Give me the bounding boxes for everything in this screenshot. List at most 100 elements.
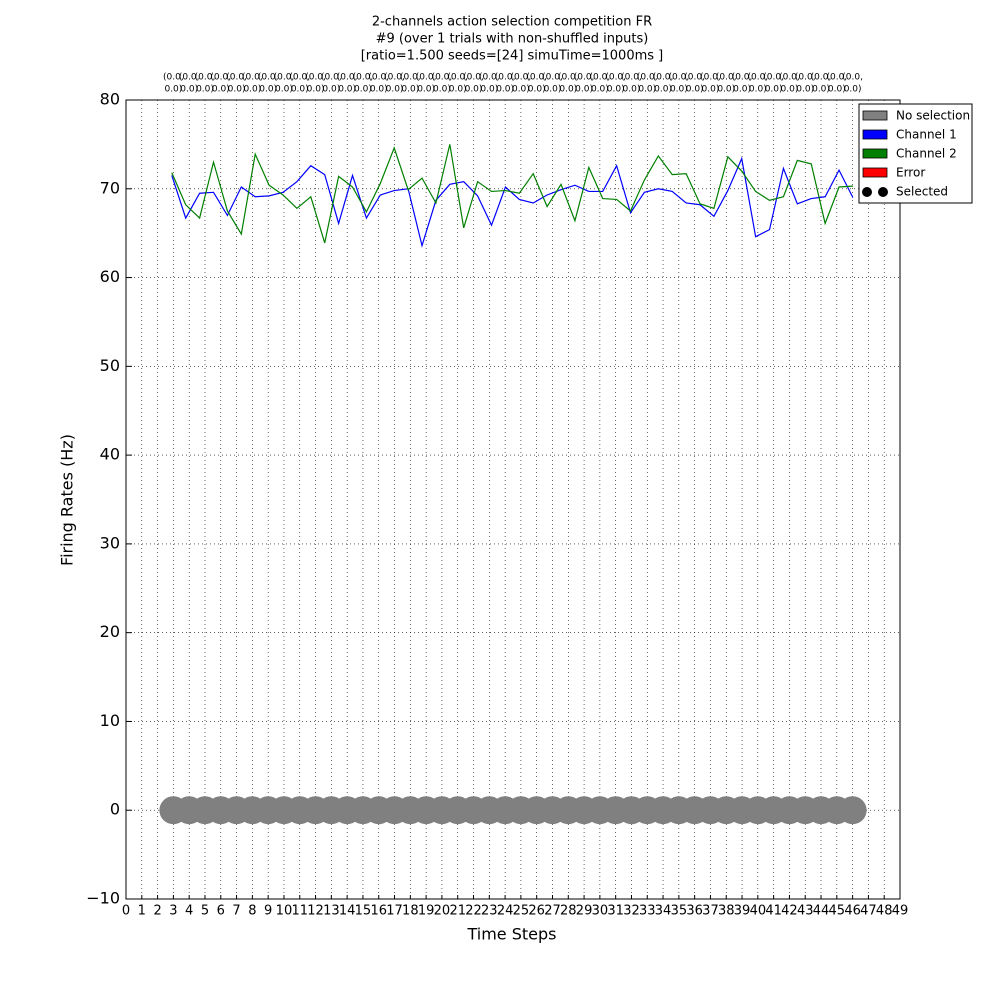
legend-swatch xyxy=(862,129,888,140)
top-label: 0.0) xyxy=(386,85,404,95)
top-label: (0.0, xyxy=(779,73,800,83)
x-axis-label: Time Steps xyxy=(466,925,556,944)
x-tick-label: 29 xyxy=(576,904,593,919)
top-label: 0.0) xyxy=(196,85,214,95)
top-label: (0.0, xyxy=(637,73,658,83)
top-label: (0.0, xyxy=(684,73,705,83)
top-label: (0.0, xyxy=(669,73,690,83)
top-label: 0.0) xyxy=(749,85,767,95)
x-tick-label: 11 xyxy=(291,904,308,919)
top-label: (0.0, xyxy=(542,73,563,83)
x-tick-label: 17 xyxy=(386,904,403,919)
x-tick-label: 5 xyxy=(201,904,209,919)
x-tick-label: 34 xyxy=(655,904,672,919)
legend-label: No selection xyxy=(896,109,970,123)
top-label: (0.0, xyxy=(495,73,516,83)
legend-label: Selected xyxy=(896,185,948,199)
x-tick-label: 8 xyxy=(248,904,256,919)
top-label: 0.0) xyxy=(465,85,483,95)
x-tick-label: 49 xyxy=(892,904,909,919)
x-tick-label: 1 xyxy=(138,904,146,919)
y-tick-label: 60 xyxy=(100,267,120,286)
x-tick-label: 22 xyxy=(465,904,482,919)
top-label: 0.0) xyxy=(733,85,751,95)
legend-swatch xyxy=(862,110,888,121)
top-label: 0.0) xyxy=(812,85,830,95)
top-label: (0.0, xyxy=(653,73,674,83)
top-label: (0.0, xyxy=(590,73,611,83)
top-label: (0.0, xyxy=(558,73,579,83)
top-label: 0.0) xyxy=(259,85,277,95)
plot-marks xyxy=(159,144,867,825)
x-tick-label: 13 xyxy=(323,904,340,919)
top-label: (0.0, xyxy=(811,73,832,83)
y-tick-label: 10 xyxy=(100,711,120,730)
x-tick-label: 32 xyxy=(623,904,640,919)
x-tick-label: 38 xyxy=(718,904,735,919)
top-label: (0.0, xyxy=(179,73,200,83)
top-label: 0.0) xyxy=(844,85,862,95)
x-tick-label: 33 xyxy=(639,904,656,919)
plot-frame xyxy=(125,99,901,900)
x-tick-label: 4 xyxy=(185,904,193,919)
top-label: 0.0) xyxy=(670,85,688,95)
top-label: 0.0) xyxy=(180,85,198,95)
y-tick-label: 70 xyxy=(100,178,120,197)
top-label: (0.0, xyxy=(210,73,231,83)
top-label: 0.0) xyxy=(354,85,372,95)
x-tick-label: 31 xyxy=(607,904,624,919)
y-tick-label: −10 xyxy=(86,889,120,908)
top-label: 0.0) xyxy=(164,85,182,95)
x-tick-label: 6 xyxy=(217,904,225,919)
top-label: (0.0, xyxy=(258,73,279,83)
series-line xyxy=(171,156,854,248)
x-tick-label: 37 xyxy=(702,904,719,919)
top-label: (0.0, xyxy=(353,73,374,83)
top-label: 0.0) xyxy=(512,85,530,95)
legend-swatch xyxy=(862,148,888,159)
top-label: 0.0) xyxy=(291,85,309,95)
top-label: (0.0, xyxy=(463,73,484,83)
y-axis-label: Firing Rates (Hz) xyxy=(58,434,77,566)
top-label: 0.0) xyxy=(607,85,625,95)
top-label: 0.0) xyxy=(654,85,672,95)
legend-label: Channel 1 xyxy=(896,128,957,142)
top-label: 0.0) xyxy=(338,85,356,95)
top-label: 0.0) xyxy=(623,85,641,95)
x-tick-label: 24 xyxy=(497,904,514,919)
x-tick-label: 45 xyxy=(829,904,846,919)
x-tick-label: 25 xyxy=(513,904,530,919)
x-tick-label: 23 xyxy=(481,904,498,919)
x-tick-label: 15 xyxy=(355,904,372,919)
top-label: 0.0) xyxy=(401,85,419,95)
legend-marker xyxy=(862,187,872,197)
top-label: (0.0, xyxy=(289,73,310,83)
top-label: (0.0, xyxy=(511,73,532,83)
x-tick-label: 44 xyxy=(813,904,830,919)
x-tick-label: 43 xyxy=(797,904,814,919)
top-label: 0.0) xyxy=(686,85,704,95)
chart-title: [ratio=1.500 seeds=[24] simuTime=1000ms … xyxy=(361,49,664,64)
x-tick-label: 39 xyxy=(734,904,751,919)
chart-title: #9 (over 1 trials with non-shuffled inpu… xyxy=(376,32,649,47)
x-tick-label: 14 xyxy=(339,904,356,919)
x-tick-label: 3 xyxy=(169,904,177,919)
top-label: (0.0, xyxy=(274,73,295,83)
y-tick-label: 0 xyxy=(110,800,120,819)
x-tick-label: 7 xyxy=(232,904,240,919)
legend: No selection Channel 1 Channel 2 Error Selec… xyxy=(858,103,973,204)
y-tick-label: 40 xyxy=(100,445,120,464)
top-label: 0.0) xyxy=(449,85,467,95)
x-tick-label: 28 xyxy=(560,904,577,919)
x-tick-label: 9 xyxy=(264,904,272,919)
x-tick-label: 46 xyxy=(844,904,861,919)
top-label: (0.0, xyxy=(763,73,784,83)
top-label: (0.0, xyxy=(400,73,421,83)
top-label: (0.0, xyxy=(226,73,247,83)
x-tick-label: 47 xyxy=(860,904,877,919)
top-label: 0.0) xyxy=(307,85,325,95)
x-tick-label: 26 xyxy=(528,904,545,919)
top-label: 0.0) xyxy=(243,85,261,95)
